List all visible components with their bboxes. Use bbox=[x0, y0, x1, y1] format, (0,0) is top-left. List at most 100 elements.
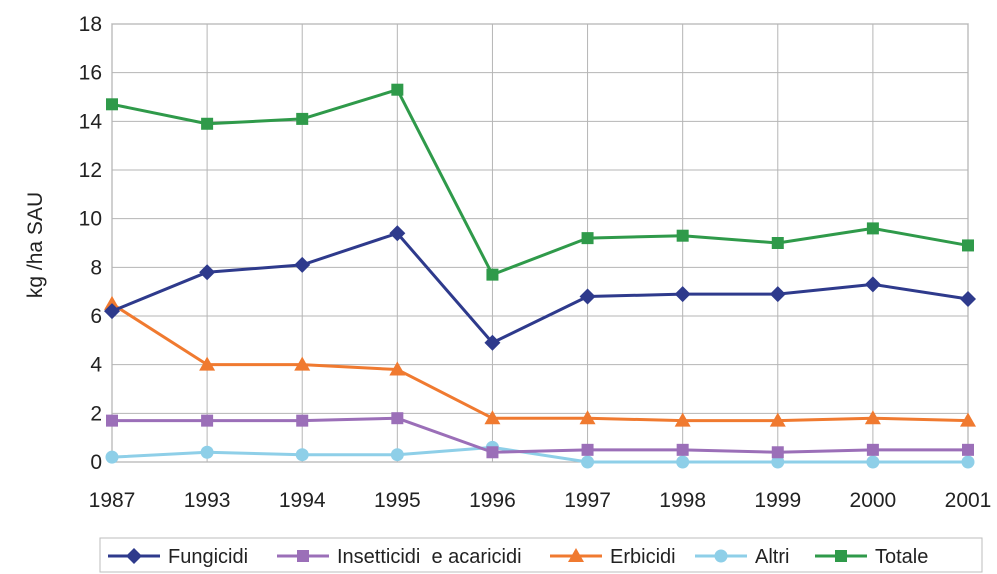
series-erbicidi bbox=[104, 295, 976, 427]
axes: 0 2 4 6 8 10 12 14 16 18 1987 1993 1994 1995 1996 1997 1… bbox=[79, 13, 992, 512]
y-tick-label: 4 bbox=[90, 354, 102, 377]
data-point-totale bbox=[201, 117, 214, 130]
legend-label: Altri bbox=[755, 546, 789, 568]
data-point-altri bbox=[771, 455, 785, 469]
data-point-erbicidi bbox=[294, 356, 311, 371]
data-point-erbicidi bbox=[769, 412, 786, 427]
x-tick-label: 1996 bbox=[469, 489, 516, 512]
data-point-fungicidi bbox=[199, 264, 216, 281]
x-tick-label: 1993 bbox=[184, 489, 231, 512]
data-point-insetticidi-e-acaricidi bbox=[201, 414, 214, 427]
data-point-totale bbox=[771, 237, 784, 249]
x-tick-label: 2001 bbox=[945, 489, 992, 512]
legend-label: Fungicidi bbox=[168, 546, 248, 568]
data-point-insetticidi-e-acaricidi bbox=[676, 443, 689, 456]
data-point-totale bbox=[581, 232, 594, 245]
data-point-erbicidi bbox=[674, 412, 691, 427]
x-tick-label: 1987 bbox=[89, 489, 136, 512]
grid bbox=[111, 23, 969, 463]
data-point-altri bbox=[961, 455, 975, 469]
legend-item-totale: Totale bbox=[815, 546, 928, 568]
legend-item-altri: Altri bbox=[695, 546, 789, 568]
data-point-fungicidi bbox=[674, 286, 691, 303]
legend: Fungicidi Insetticidi e acaricidi Erbicidi… bbox=[99, 537, 983, 573]
plot-area bbox=[111, 23, 969, 463]
series-group bbox=[104, 83, 976, 469]
legend-item-insetticidi-e-acaricidi: Insetticidi e acaricidi bbox=[277, 546, 522, 568]
legend-item-erbicidi: Erbicidi bbox=[550, 546, 676, 568]
data-point-altri bbox=[676, 455, 690, 469]
data-point-fungicidi bbox=[960, 290, 976, 307]
data-point-insetticidi-e-acaricidi bbox=[486, 446, 499, 459]
data-point-insetticidi-e-acaricidi bbox=[771, 446, 784, 459]
data-point-totale bbox=[486, 268, 499, 281]
y-tick-label: 0 bbox=[90, 451, 102, 474]
data-point-erbicidi bbox=[579, 410, 596, 425]
y-tick-label: 14 bbox=[79, 110, 103, 133]
data-point-fungicidi bbox=[484, 334, 501, 351]
data-point-insetticidi-e-acaricidi bbox=[962, 443, 974, 456]
series-line-altri bbox=[111, 445, 968, 464]
y-tick-label: 8 bbox=[90, 256, 102, 279]
data-point-altri bbox=[105, 450, 119, 464]
data-point-fungicidi bbox=[389, 225, 406, 242]
data-point-fungicidi bbox=[579, 288, 596, 305]
series-line-insetticidi-e-acaricidi bbox=[112, 416, 968, 454]
x-tick-label: 1999 bbox=[754, 489, 801, 512]
series-line-totale bbox=[111, 88, 969, 277]
data-point-totale bbox=[106, 98, 118, 111]
y-tick-label: 18 bbox=[79, 13, 102, 36]
series-line-erbicidi bbox=[111, 302, 969, 423]
y-axis-title: kg /ha SAU bbox=[24, 192, 47, 298]
data-point-fungicidi bbox=[769, 286, 786, 303]
legend-label: Erbicidi bbox=[610, 546, 676, 568]
data-point-fungicidi bbox=[104, 303, 120, 320]
data-point-erbicidi bbox=[104, 295, 120, 310]
series-insetticidi-e-acaricidi bbox=[106, 412, 974, 459]
x-tick-label: 1998 bbox=[659, 489, 706, 512]
legend-marker bbox=[714, 549, 728, 563]
y-tick-label: 2 bbox=[90, 402, 102, 425]
data-point-totale bbox=[296, 112, 309, 125]
data-point-altri bbox=[866, 455, 880, 469]
series-fungicidi bbox=[104, 225, 976, 351]
y-tick-label: 12 bbox=[79, 159, 102, 182]
data-point-totale bbox=[676, 229, 689, 242]
data-point-erbicidi bbox=[484, 410, 501, 425]
data-point-altri bbox=[581, 455, 595, 469]
legend-marker bbox=[568, 548, 584, 562]
x-tick-label: 2000 bbox=[850, 489, 897, 512]
data-point-altri bbox=[390, 448, 404, 462]
data-point-totale bbox=[391, 83, 404, 96]
legend-label: Totale bbox=[875, 546, 928, 568]
legend-marker bbox=[297, 550, 309, 562]
y-tick-label: 10 bbox=[79, 208, 102, 231]
legend-label: Insetticidi e acaricidi bbox=[337, 546, 522, 568]
data-point-erbicidi bbox=[199, 356, 216, 371]
data-point-fungicidi bbox=[294, 256, 311, 273]
y-tick-label: 6 bbox=[90, 305, 102, 328]
y-tick-label: 16 bbox=[79, 62, 102, 85]
data-point-insetticidi-e-acaricidi bbox=[866, 443, 879, 456]
series-line-fungicidi bbox=[111, 231, 969, 345]
data-point-erbicidi bbox=[864, 410, 881, 425]
x-tick-label: 1994 bbox=[279, 489, 326, 512]
series-altri bbox=[105, 440, 975, 469]
x-tick-label: 1995 bbox=[374, 489, 421, 512]
legend-marker bbox=[835, 550, 847, 562]
legend-marker bbox=[126, 548, 142, 564]
legend-item-fungicidi: Fungicidi bbox=[108, 546, 248, 568]
data-point-totale bbox=[962, 239, 974, 252]
series-totale bbox=[106, 83, 974, 281]
data-point-insetticidi-e-acaricidi bbox=[106, 414, 118, 427]
data-point-altri bbox=[295, 448, 309, 462]
data-point-erbicidi bbox=[960, 412, 976, 427]
data-point-erbicidi bbox=[389, 361, 406, 376]
data-point-insetticidi-e-acaricidi bbox=[391, 412, 404, 425]
data-point-totale bbox=[866, 222, 879, 235]
x-tick-label: 1997 bbox=[564, 489, 611, 512]
data-point-insetticidi-e-acaricidi bbox=[581, 443, 594, 456]
data-point-insetticidi-e-acaricidi bbox=[296, 414, 309, 427]
